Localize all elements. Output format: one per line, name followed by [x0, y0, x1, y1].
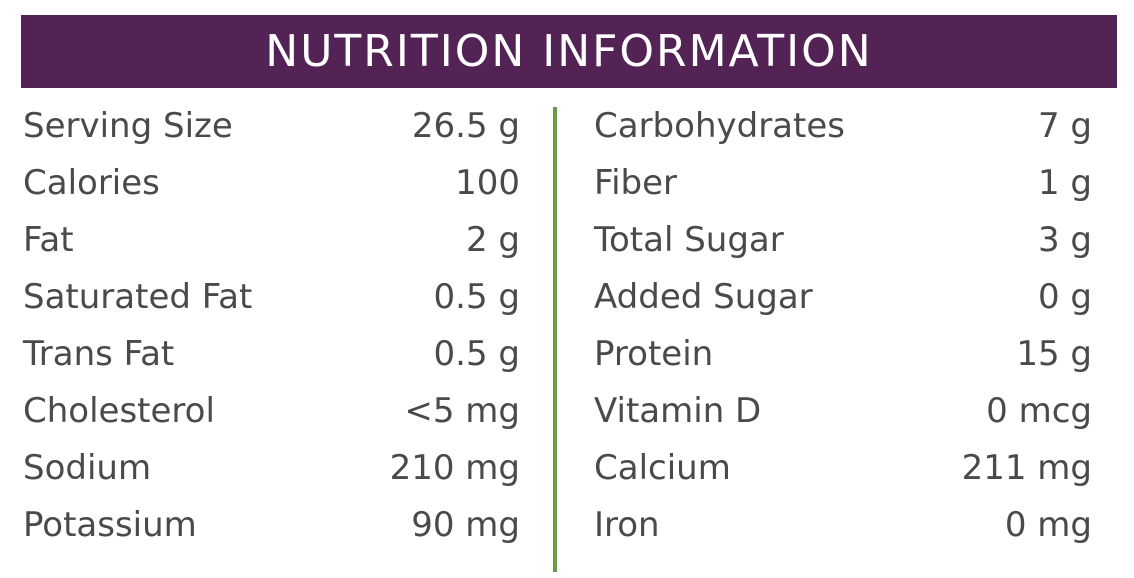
nutrient-row: Calcium 211 mg — [594, 440, 1092, 497]
nutrient-row: Fat 2 g — [23, 212, 520, 269]
nutrient-name: Saturated Fat — [23, 277, 253, 317]
nutrient-value: 90 mg — [411, 505, 520, 545]
nutrient-value: 0 mg — [1004, 505, 1092, 545]
nutrient-name: Fiber — [594, 163, 678, 203]
right-column: Carbohydrates 7 g Fiber 1 g Total Sugar 3 g Ad… — [594, 98, 1092, 554]
nutrient-name: Calories — [23, 163, 160, 203]
nutrient-row: Total Sugar 3 g — [594, 212, 1092, 269]
nutrient-name: Sodium — [23, 448, 152, 488]
nutrient-row: Potassium 90 mg — [23, 497, 520, 554]
nutrient-row: Trans Fat 0.5 g — [23, 326, 520, 383]
nutrient-value: 211 mg — [961, 448, 1092, 488]
nutrient-name: Serving Size — [23, 106, 233, 146]
nutrient-name: Cholesterol — [23, 391, 215, 431]
nutrient-value: 3 g — [1037, 220, 1092, 260]
nutrient-value: 1 g — [1037, 163, 1092, 203]
nutrient-row: Vitamin D 0 mcg — [594, 383, 1092, 440]
nutrient-row: Saturated Fat 0.5 g — [23, 269, 520, 326]
nutrient-name: Added Sugar — [594, 277, 813, 317]
nutrient-value: 100 — [455, 163, 520, 203]
nutrient-name: Carbohydrates — [594, 106, 845, 146]
nutrient-name: Vitamin D — [594, 391, 762, 431]
nutrient-row: Added Sugar 0 g — [594, 269, 1092, 326]
nutrient-name: Calcium — [594, 448, 731, 488]
nutrient-name: Potassium — [23, 505, 197, 545]
nutrient-row: Carbohydrates 7 g — [594, 98, 1092, 155]
nutrient-name: Fat — [23, 220, 74, 260]
nutrient-value: 0.5 g — [433, 277, 520, 317]
nutrient-value: 15 g — [1016, 334, 1092, 374]
nutrient-name: Total Sugar — [594, 220, 784, 260]
left-column: Serving Size 26.5 g Calories 100 Fat 2 g Satur… — [23, 98, 520, 554]
nutrient-value: 26.5 g — [411, 106, 520, 146]
nutrient-value: 0 mcg — [986, 391, 1092, 431]
divider — [553, 107, 557, 572]
nutrient-value: <5 mg — [404, 391, 520, 431]
nutrient-row: Fiber 1 g — [594, 155, 1092, 212]
nutrient-value: 7 g — [1037, 106, 1092, 146]
nutrient-row: Sodium 210 mg — [23, 440, 520, 497]
nutrient-value: 2 g — [465, 220, 520, 260]
nutrient-value: 0.5 g — [433, 334, 520, 374]
nutrient-row: Calories 100 — [23, 155, 520, 212]
nutrient-name: Trans Fat — [23, 334, 175, 374]
nutrient-row: Protein 15 g — [594, 326, 1092, 383]
nutrient-value: 210 mg — [389, 448, 520, 488]
nutrient-name: Iron — [594, 505, 660, 545]
nutrient-row: Serving Size 26.5 g — [23, 98, 520, 155]
nutrient-name: Protein — [594, 334, 714, 374]
nutrient-row: Cholesterol <5 mg — [23, 383, 520, 440]
nutrient-row: Iron 0 mg — [594, 497, 1092, 554]
title: NUTRITION INFORMATION — [21, 15, 1117, 88]
nutrient-value: 0 g — [1037, 277, 1092, 317]
